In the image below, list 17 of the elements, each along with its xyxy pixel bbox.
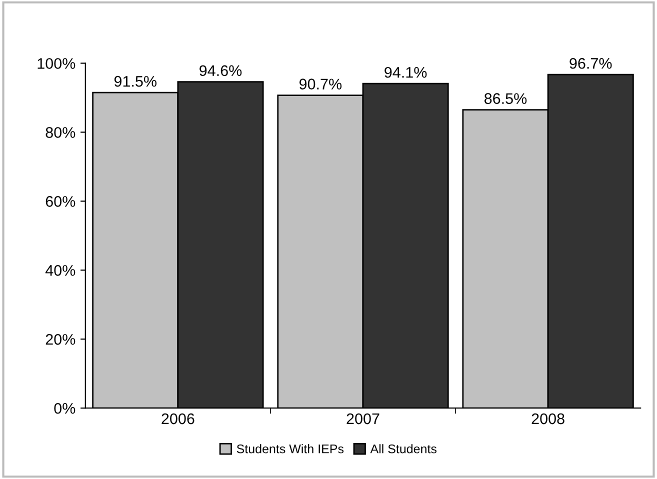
- data-label: 91.5%: [114, 76, 156, 87]
- y-tick-label: 60%: [46, 196, 76, 207]
- y-tick-label: 20%: [46, 334, 76, 345]
- x-tick-label: 2008: [532, 413, 564, 424]
- data-label: 90.7%: [299, 78, 342, 90]
- y-tick-label: 0%: [54, 402, 76, 414]
- legend-label: All Students: [370, 444, 436, 454]
- data-label: 94.6%: [200, 65, 242, 76]
- y-tick-label: 100%: [38, 58, 76, 69]
- y-tick-label: 40%: [45, 265, 76, 276]
- data-label: 96.7%: [570, 58, 612, 69]
- y-tick-label: 80%: [46, 127, 76, 138]
- legend-label: Students With IEPs: [236, 444, 344, 454]
- x-tick-label: 2007: [346, 413, 380, 424]
- data-label: 86.5%: [484, 93, 527, 104]
- data-label: 94.1%: [384, 66, 427, 78]
- x-tick-label: 2006: [162, 413, 194, 424]
